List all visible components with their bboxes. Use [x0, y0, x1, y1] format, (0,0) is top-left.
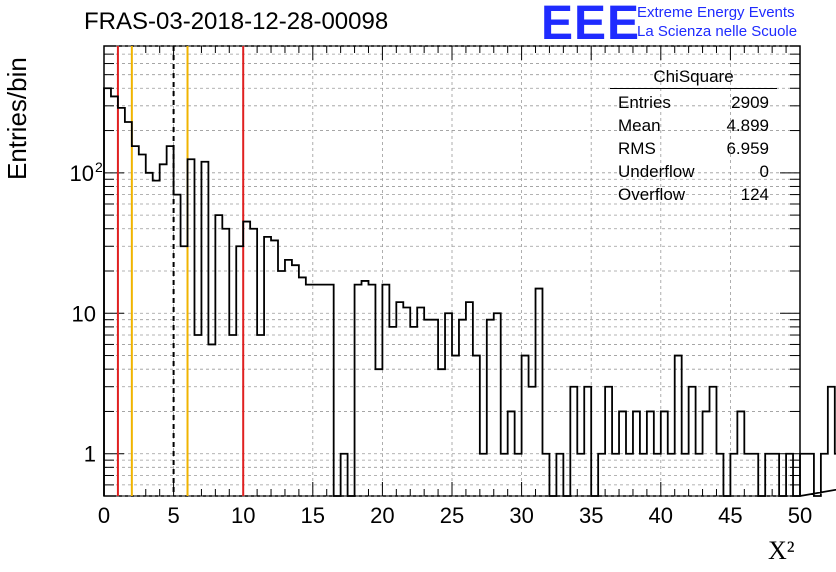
stats-row: Underflow 0 [610, 160, 777, 183]
logo-mark: EEE [541, 0, 641, 50]
histogram-series [103, 87, 836, 497]
x-tick-label: 45 [718, 503, 742, 528]
stats-label: Entries [618, 93, 671, 112]
histogram-layer [103, 87, 836, 497]
ticks-layer [103, 45, 801, 497]
vertical-lines-layer [116, 46, 245, 496]
x-tick-label: 35 [579, 503, 603, 528]
stats-value: 124 [740, 185, 769, 204]
stats-value: 2909 [731, 93, 769, 112]
stats-label: Underflow [618, 162, 695, 181]
logo-line1: Extreme Energy Events [637, 4, 795, 21]
x-axis-label-text: X² [768, 536, 795, 565]
y-axis-label: Entries/bin [2, 57, 32, 180]
y-tick-label-exponent: 2 [95, 159, 103, 175]
logo-line2: La Scienza nelle Scuole [637, 23, 798, 40]
stats-value: 4.899 [726, 116, 769, 135]
x-tick-label: 5 [167, 503, 179, 528]
stats-label: RMS [618, 139, 656, 158]
stats-title: ChiSquare [610, 67, 777, 89]
y-tick-label: 10 [72, 301, 96, 326]
chart-title: FRAS-03-2018-12-28-00098 [84, 8, 389, 35]
x-tick-label: 20 [370, 503, 394, 528]
stats-row: Entries 2909 [610, 91, 777, 114]
x-tick-label: 10 [231, 503, 255, 528]
y-tick-label: 10 [70, 161, 94, 186]
stats-label: Overflow [618, 185, 686, 204]
x-tick-label: 0 [98, 503, 110, 528]
stats-row: Overflow 124 [610, 183, 777, 206]
stats-label: Mean [618, 116, 661, 135]
x-tick-label: 40 [649, 503, 673, 528]
stats-row: RMS 6.959 [610, 137, 777, 160]
stats-row: Mean 4.899 [610, 114, 777, 137]
x-tick-label: 25 [440, 503, 464, 528]
x-tick-label: 50 [788, 503, 812, 528]
stats-value: 6.959 [726, 139, 769, 158]
x-tick-label: 15 [301, 503, 325, 528]
y-tick-label: 1 [84, 442, 96, 467]
x-tick-label: 30 [509, 503, 533, 528]
x-axis-label: X² [768, 536, 795, 566]
stats-value: 0 [759, 162, 769, 181]
stats-box: ChiSquare Entries 2909 Mean 4.899 RMS 6.959… [610, 67, 777, 206]
